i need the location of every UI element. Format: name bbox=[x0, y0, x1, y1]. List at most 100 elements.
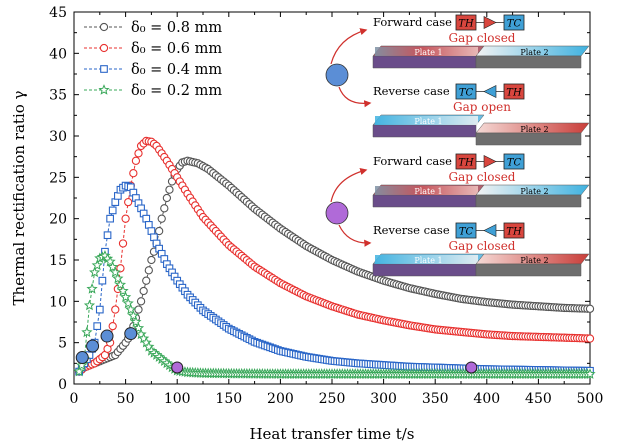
data-point bbox=[150, 233, 158, 242]
data-point bbox=[585, 334, 595, 343]
data-point bbox=[76, 359, 88, 371]
data-point bbox=[95, 305, 104, 314]
legend-label: δ₀ = 0.8 mm bbox=[131, 20, 222, 36]
y-tick-label: 40 bbox=[49, 46, 67, 62]
callout-arrow-2 bbox=[338, 86, 372, 108]
data-point bbox=[86, 283, 98, 294]
temperature-label: TH bbox=[506, 227, 522, 238]
highlight-point-purple bbox=[465, 361, 478, 374]
x-axis-label: Heat transfer time t/s bbox=[249, 425, 414, 443]
y-tick-label: 25 bbox=[49, 170, 67, 186]
plate-1-label: Plate 1 bbox=[414, 256, 442, 265]
y-tick-label: 0 bbox=[58, 377, 67, 393]
data-point bbox=[93, 322, 102, 330]
data-point bbox=[108, 321, 117, 331]
legend-marker bbox=[98, 84, 110, 95]
temperature-label: TC bbox=[459, 227, 474, 238]
x-tick-label: 100 bbox=[164, 391, 191, 407]
plate-2-label: Plate 2 bbox=[520, 256, 548, 265]
x-tick-label: 250 bbox=[319, 391, 346, 407]
x-tick-label: 0 bbox=[70, 391, 79, 407]
x-tick-label: 350 bbox=[422, 391, 449, 407]
data-point bbox=[114, 192, 122, 200]
y-tick-label: 10 bbox=[49, 294, 67, 310]
diode-icon bbox=[483, 224, 497, 237]
plate-2: Plate 2 bbox=[475, 122, 590, 146]
data-point bbox=[129, 169, 138, 178]
plate-2-label: Plate 2 bbox=[520, 125, 548, 134]
data-point bbox=[162, 193, 172, 203]
temperature-label: TC bbox=[459, 88, 474, 99]
data-point bbox=[139, 286, 148, 296]
plate-2-label: Plate 2 bbox=[520, 48, 548, 57]
plate-1-label: Plate 1 bbox=[414, 48, 442, 57]
temperature-label: TC bbox=[507, 158, 522, 169]
series-4 bbox=[73, 249, 596, 379]
temperature-box-right: TC bbox=[503, 14, 525, 31]
temperature-box-left: TC bbox=[455, 83, 477, 100]
legend: δ₀ = 0.8 mm δ₀ = 0.6 mm δ₀ = 0.4 mm δ₀ = 0.… bbox=[84, 20, 222, 99]
data-point bbox=[134, 305, 143, 314]
legend-entry: δ₀ = 0.2 mm bbox=[84, 83, 222, 99]
data-point bbox=[136, 297, 146, 306]
temperature-box-left: TH bbox=[455, 153, 477, 170]
data-point bbox=[165, 185, 174, 194]
data-point bbox=[147, 227, 156, 235]
inset-case-label: Forward case bbox=[373, 154, 452, 168]
data-point bbox=[106, 214, 114, 223]
y-axis-label: Thermal rectification ratio γ bbox=[10, 90, 28, 305]
temperature-label: TH bbox=[458, 158, 474, 169]
data-point bbox=[73, 365, 85, 377]
data-point bbox=[131, 156, 141, 165]
data-point bbox=[142, 276, 151, 285]
highlight-point-blue bbox=[100, 329, 114, 343]
data-point bbox=[111, 198, 120, 206]
x-tick-label: 200 bbox=[267, 391, 294, 407]
y-tick-label: 15 bbox=[49, 253, 67, 269]
y-tick-label: 30 bbox=[49, 129, 67, 145]
inset-case-label: Reverse case bbox=[373, 84, 450, 98]
data-point bbox=[147, 255, 156, 265]
data-point bbox=[144, 266, 153, 275]
temperature-box-right: TC bbox=[503, 153, 525, 170]
legend-label: δ₀ = 0.6 mm bbox=[131, 41, 222, 57]
legend-marker bbox=[100, 65, 108, 73]
highlight-point-blue bbox=[124, 327, 138, 341]
y-tick-label: 35 bbox=[49, 88, 67, 104]
x-tick-label: 300 bbox=[370, 391, 397, 407]
callout-arrow-3 bbox=[330, 168, 368, 203]
plate-2-label: Plate 2 bbox=[520, 187, 548, 196]
highlight-point-blue bbox=[75, 351, 89, 365]
axis-ticks: 0 50 100 150 200 250 300 350 400 450 500 0 5 10 15 20 25… bbox=[49, 5, 603, 407]
callout-arrow-4 bbox=[338, 224, 372, 247]
data-point bbox=[118, 239, 128, 248]
plate-1-label: Plate 1 bbox=[414, 187, 442, 196]
y-tick-label: 45 bbox=[49, 5, 67, 21]
callout-arrow-1 bbox=[330, 28, 368, 65]
data-point bbox=[83, 299, 96, 311]
data-point bbox=[89, 266, 101, 278]
temperature-label: TH bbox=[458, 19, 474, 30]
highlight-point-purple bbox=[171, 361, 184, 374]
temperature-box-right: TH bbox=[503, 222, 525, 239]
data-point bbox=[585, 304, 595, 313]
y-tick-label: 5 bbox=[58, 336, 67, 352]
data-point bbox=[134, 149, 143, 158]
plate-2: Plate 2 bbox=[475, 45, 590, 69]
legend-entry: δ₀ = 0.4 mm bbox=[84, 62, 222, 78]
legend-marker bbox=[99, 43, 109, 53]
gap-status: Gap closed bbox=[449, 239, 516, 253]
legend-label: δ₀ = 0.4 mm bbox=[131, 62, 222, 78]
data-point bbox=[124, 197, 133, 207]
gap-status: Gap closed bbox=[449, 170, 516, 184]
callout-purple-circle bbox=[325, 201, 349, 225]
y-tick-label: 20 bbox=[49, 212, 67, 228]
plate-1: Plate 1 bbox=[372, 253, 485, 277]
plate-1: Plate 1 bbox=[372, 114, 485, 138]
plate-1: Plate 1 bbox=[372, 184, 485, 208]
diode-icon bbox=[483, 155, 497, 168]
temperature-label: TH bbox=[506, 88, 522, 99]
